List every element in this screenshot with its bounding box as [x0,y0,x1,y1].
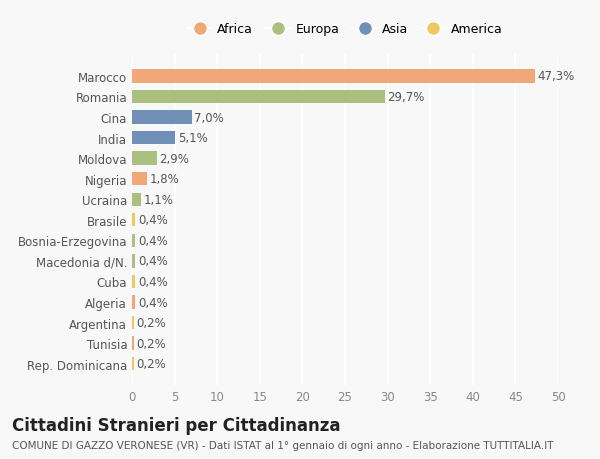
Text: 1,8%: 1,8% [150,173,179,186]
Bar [132,255,136,268]
Text: 5,1%: 5,1% [178,132,208,145]
Text: 0,4%: 0,4% [138,255,168,268]
Bar [132,132,175,145]
Legend: Africa, Europa, Asia, America: Africa, Europa, Asia, America [182,18,508,41]
Bar [132,357,134,370]
Bar [132,70,535,84]
Bar [132,316,134,330]
Text: 47,3%: 47,3% [538,70,575,83]
Bar [132,111,191,124]
Text: 0,2%: 0,2% [136,358,166,370]
Bar [132,193,142,207]
Text: 0,4%: 0,4% [138,214,168,227]
Text: 0,4%: 0,4% [138,235,168,247]
Text: 1,1%: 1,1% [144,193,174,206]
Text: Cittadini Stranieri per Cittadinanza: Cittadini Stranieri per Cittadinanza [12,416,341,434]
Bar [132,337,134,350]
Bar [132,90,385,104]
Text: 0,4%: 0,4% [138,296,168,309]
Text: 29,7%: 29,7% [388,91,425,104]
Text: 7,0%: 7,0% [194,111,224,124]
Bar [132,234,136,247]
Bar [132,296,136,309]
Bar [132,275,136,289]
Text: 0,4%: 0,4% [138,275,168,288]
Bar [132,213,136,227]
Text: 2,9%: 2,9% [159,152,189,165]
Bar [132,173,148,186]
Text: 0,2%: 0,2% [136,337,166,350]
Bar [132,152,157,165]
Text: 0,2%: 0,2% [136,316,166,330]
Text: COMUNE DI GAZZO VERONESE (VR) - Dati ISTAT al 1° gennaio di ogni anno - Elaboraz: COMUNE DI GAZZO VERONESE (VR) - Dati IST… [12,440,554,450]
